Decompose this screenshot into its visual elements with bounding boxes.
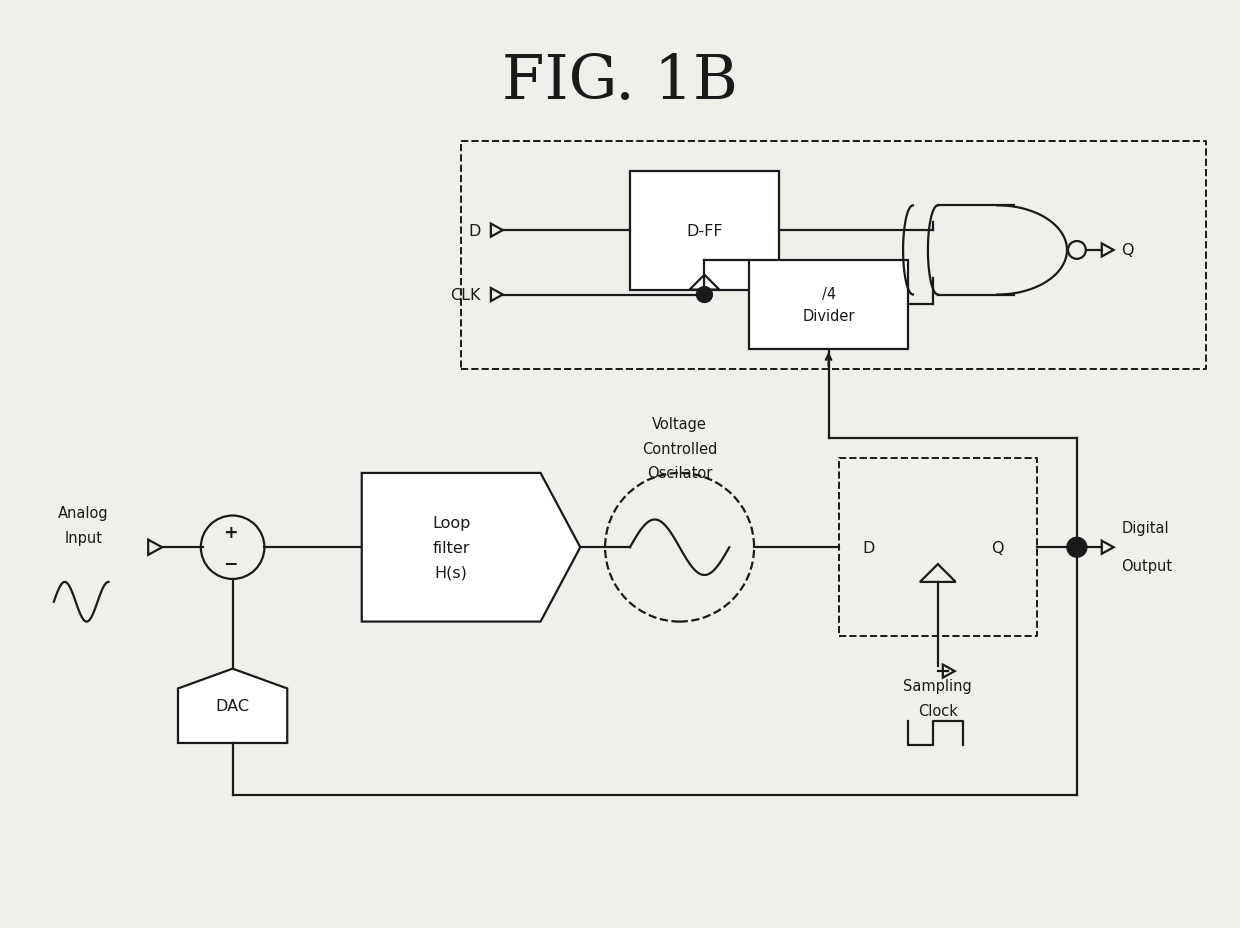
Text: −: − [223,553,238,572]
Text: FIG. 1B: FIG. 1B [502,52,738,112]
FancyBboxPatch shape [630,172,779,290]
Polygon shape [362,473,580,622]
Text: Voltage: Voltage [652,417,707,432]
Text: Sampling: Sampling [904,678,972,694]
FancyBboxPatch shape [749,261,908,350]
Polygon shape [179,669,288,743]
Text: /4: /4 [822,287,836,302]
Text: Oscilator: Oscilator [647,466,712,481]
Text: CLK: CLK [450,288,481,303]
Text: DAC: DAC [216,699,249,714]
Text: Output: Output [1122,558,1173,573]
Text: Q: Q [1122,243,1135,258]
Text: D-FF: D-FF [686,224,723,238]
Circle shape [1066,537,1086,558]
Text: Q: Q [991,540,1003,555]
Text: +: + [223,523,238,542]
Text: Input: Input [64,530,103,546]
Text: Analog: Analog [58,506,109,521]
Text: Divider: Divider [802,308,854,324]
Text: Digital: Digital [1122,521,1169,535]
Circle shape [697,288,712,303]
Text: Loop: Loop [432,515,470,531]
Text: filter: filter [433,540,470,555]
Text: Clock: Clock [918,703,957,718]
Text: D: D [469,224,481,238]
Text: H(s): H(s) [435,565,467,580]
Text: D: D [862,540,874,555]
Text: Controlled: Controlled [642,441,717,457]
